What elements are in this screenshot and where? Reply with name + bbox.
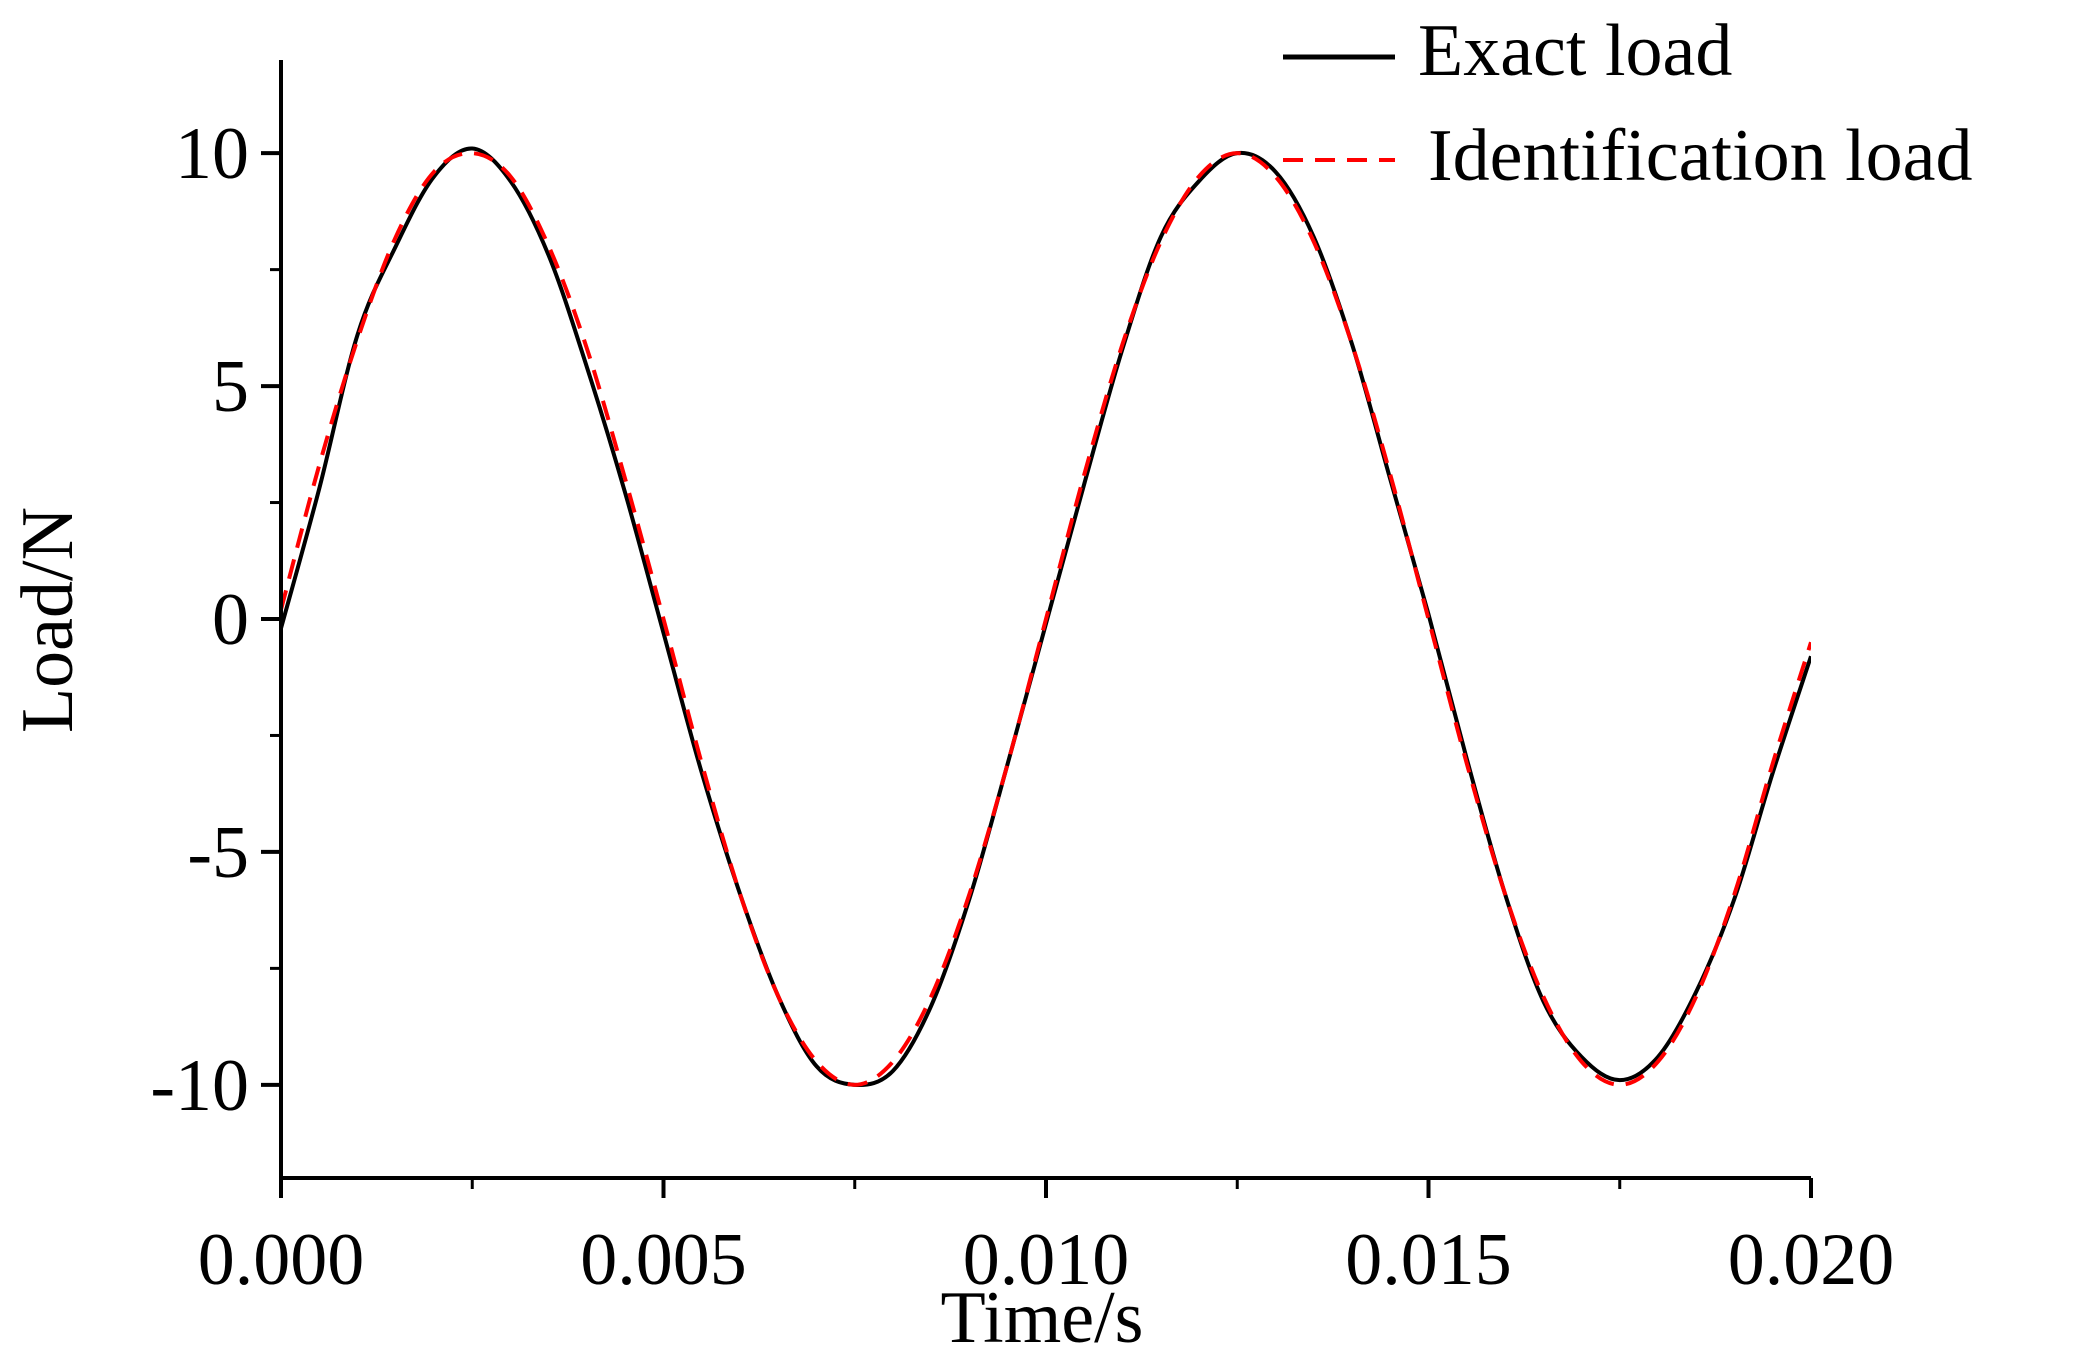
- series-layer: [281, 146, 1811, 1087]
- x-tick-label: 0.000: [198, 1219, 365, 1301]
- x-tick-label: 0.010: [963, 1219, 1130, 1301]
- series-line-identification-load: [281, 151, 1811, 1087]
- y-tick-label: 10: [175, 113, 249, 195]
- axes-layer: 0.000 0.005 0.010 0.015 0.020 -10 -5 0 5 10: [150, 60, 1894, 1301]
- y-tick-label: -5: [187, 812, 249, 894]
- y-axis-title: Load/N: [7, 507, 89, 733]
- x-tick-label: 0.015: [1345, 1219, 1512, 1301]
- x-tick-label: 0.020: [1728, 1219, 1895, 1301]
- legend: Exact load Identification load: [1283, 10, 1973, 197]
- y-tick-label: 0: [212, 579, 249, 661]
- x-axis-title: Time/s: [941, 1277, 1144, 1358]
- y-tick-label: -10: [150, 1045, 249, 1127]
- legend-label-exact-load: Exact load: [1418, 10, 1732, 92]
- x-tick-label: 0.005: [580, 1219, 747, 1301]
- legend-label-identification-load: Identification load: [1428, 115, 1973, 197]
- y-tick-label: 5: [212, 346, 249, 428]
